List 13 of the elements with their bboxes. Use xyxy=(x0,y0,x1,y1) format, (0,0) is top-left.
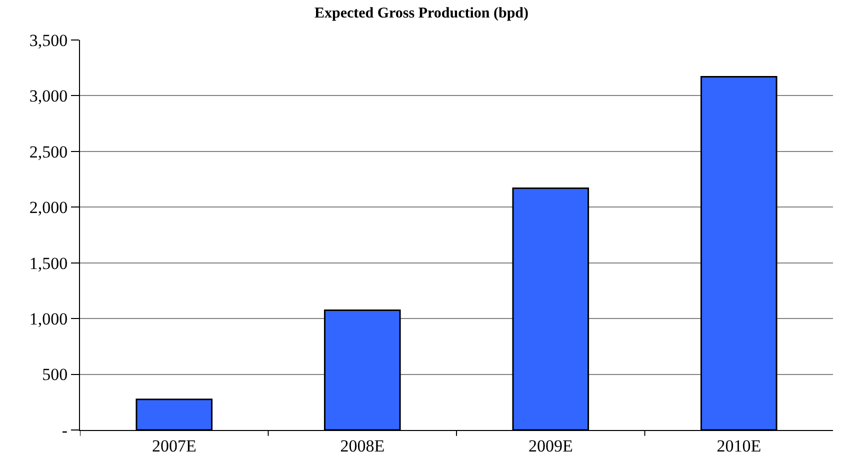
y-tick-label: 3,000 xyxy=(29,86,68,106)
y-tick-label: 1,500 xyxy=(29,254,68,273)
y-tick-label: 2,500 xyxy=(29,142,68,162)
x-tick-label: 2008E xyxy=(340,436,385,456)
y-tick-label: 1,000 xyxy=(29,310,68,329)
y-tick-label: 2,000 xyxy=(29,198,68,218)
y-tick-label: 500 xyxy=(42,365,68,384)
x-tick-label: 2007E xyxy=(152,436,196,456)
x-tick-label: 2009E xyxy=(528,436,573,456)
x-tick-label: 2010E xyxy=(716,436,762,456)
chart-title: Expected Gross Production (bpd) xyxy=(314,6,529,22)
y-tick-label: 3,500 xyxy=(29,30,68,50)
y-tick-label: - xyxy=(62,420,68,440)
